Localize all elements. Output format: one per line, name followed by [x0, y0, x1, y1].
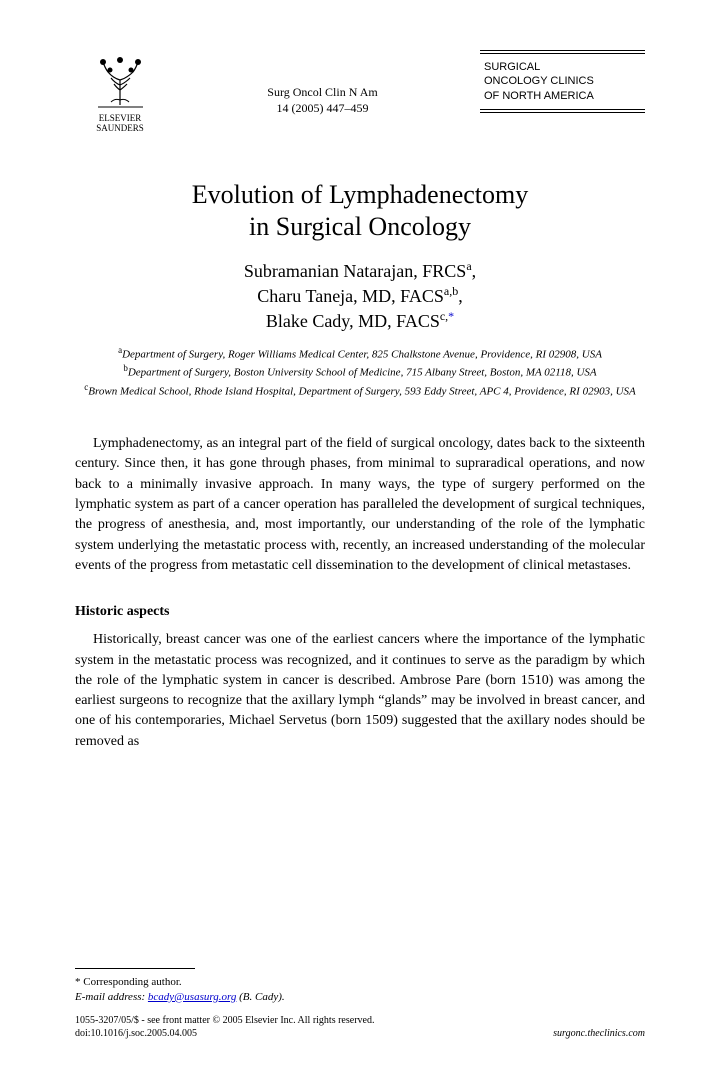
publisher-line2: SAUNDERS	[96, 123, 144, 133]
journal-box-line3: OF NORTH AMERICA	[484, 89, 641, 103]
journal-box-line2: ONCOLOGY CLINICS	[484, 74, 641, 88]
email-label: E-mail address:	[75, 991, 148, 1003]
journal-box-line1: SURGICAL	[484, 60, 641, 74]
title-line2: in Surgical Oncology	[249, 212, 471, 241]
copyright-row: 1055-3207/05/$ - see front matter © 2005…	[75, 1014, 645, 1040]
author-3: Blake Cady, MD, FACS	[266, 311, 440, 331]
header-row: ELSEVIER SAUNDERS Surg Oncol Clin N Am 1…	[75, 50, 645, 134]
journal-site: surgonc.theclinics.com	[553, 1028, 645, 1039]
publisher-block: ELSEVIER SAUNDERS	[75, 50, 165, 134]
corresponding-star-icon: *	[448, 309, 454, 323]
email-who: (B. Cady).	[236, 991, 284, 1003]
affil-a-text: Department of Surgery, Roger Williams Me…	[122, 348, 602, 360]
author-3-sup: c,	[440, 309, 448, 323]
title-line1: Evolution of Lymphadenectomy	[192, 180, 529, 209]
author-1: Subramanian Natarajan, FRCS	[244, 261, 466, 281]
affil-c-text: Brown Medical School, Rhode Island Hospi…	[88, 385, 635, 397]
citation-volpages: 14 (2005) 447–459	[277, 101, 369, 115]
citation-journal: Surg Oncol Clin N Am	[267, 85, 377, 99]
journal-title-box: SURGICAL ONCOLOGY CLINICS OF NORTH AMERI…	[480, 50, 645, 113]
author-2-sup: a,b	[444, 284, 458, 298]
article-title: Evolution of Lymphadenectomy in Surgical…	[75, 179, 645, 244]
footnote-corresponding: Corresponding author.	[81, 976, 182, 988]
doi-line: doi:10.1016/j.soc.2005.04.005	[75, 1028, 197, 1039]
email-link[interactable]: bcady@usasurg.org	[148, 991, 236, 1003]
elsevier-tree-logo	[93, 50, 148, 110]
affiliations-block: aDepartment of Surgery, Roger Williams M…	[75, 344, 645, 400]
affil-b-text: Department of Surgery, Boston University…	[128, 367, 597, 379]
author-list: Subramanian Natarajan, FRCSa, Charu Tane…	[75, 258, 645, 334]
page-footer: * Corresponding author. E-mail address: …	[75, 968, 645, 1040]
publisher-line1: ELSEVIER	[99, 113, 142, 123]
author-1-sup: a	[466, 259, 471, 273]
copyright-right: surgonc.theclinics.com	[553, 1014, 645, 1040]
issn-line: 1055-3207/05/$ - see front matter © 2005…	[75, 1015, 374, 1026]
historic-paragraph: Historically, breast cancer was one of t…	[75, 630, 645, 752]
copyright-left: 1055-3207/05/$ - see front matter © 2005…	[75, 1014, 374, 1040]
intro-paragraph: Lymphadenectomy, as an integral part of …	[75, 434, 645, 576]
publisher-name: ELSEVIER SAUNDERS	[96, 114, 144, 134]
citation-block: Surg Oncol Clin N Am 14 (2005) 447–459	[267, 85, 377, 116]
footnote-rule	[75, 968, 195, 969]
author-2: Charu Taneja, MD, FACS	[257, 286, 444, 306]
corresponding-footnote: * Corresponding author.	[75, 975, 645, 989]
email-footnote: E-mail address: bcady@usasurg.org (B. Ca…	[75, 990, 645, 1004]
section-heading-historic: Historic aspects	[75, 604, 645, 620]
